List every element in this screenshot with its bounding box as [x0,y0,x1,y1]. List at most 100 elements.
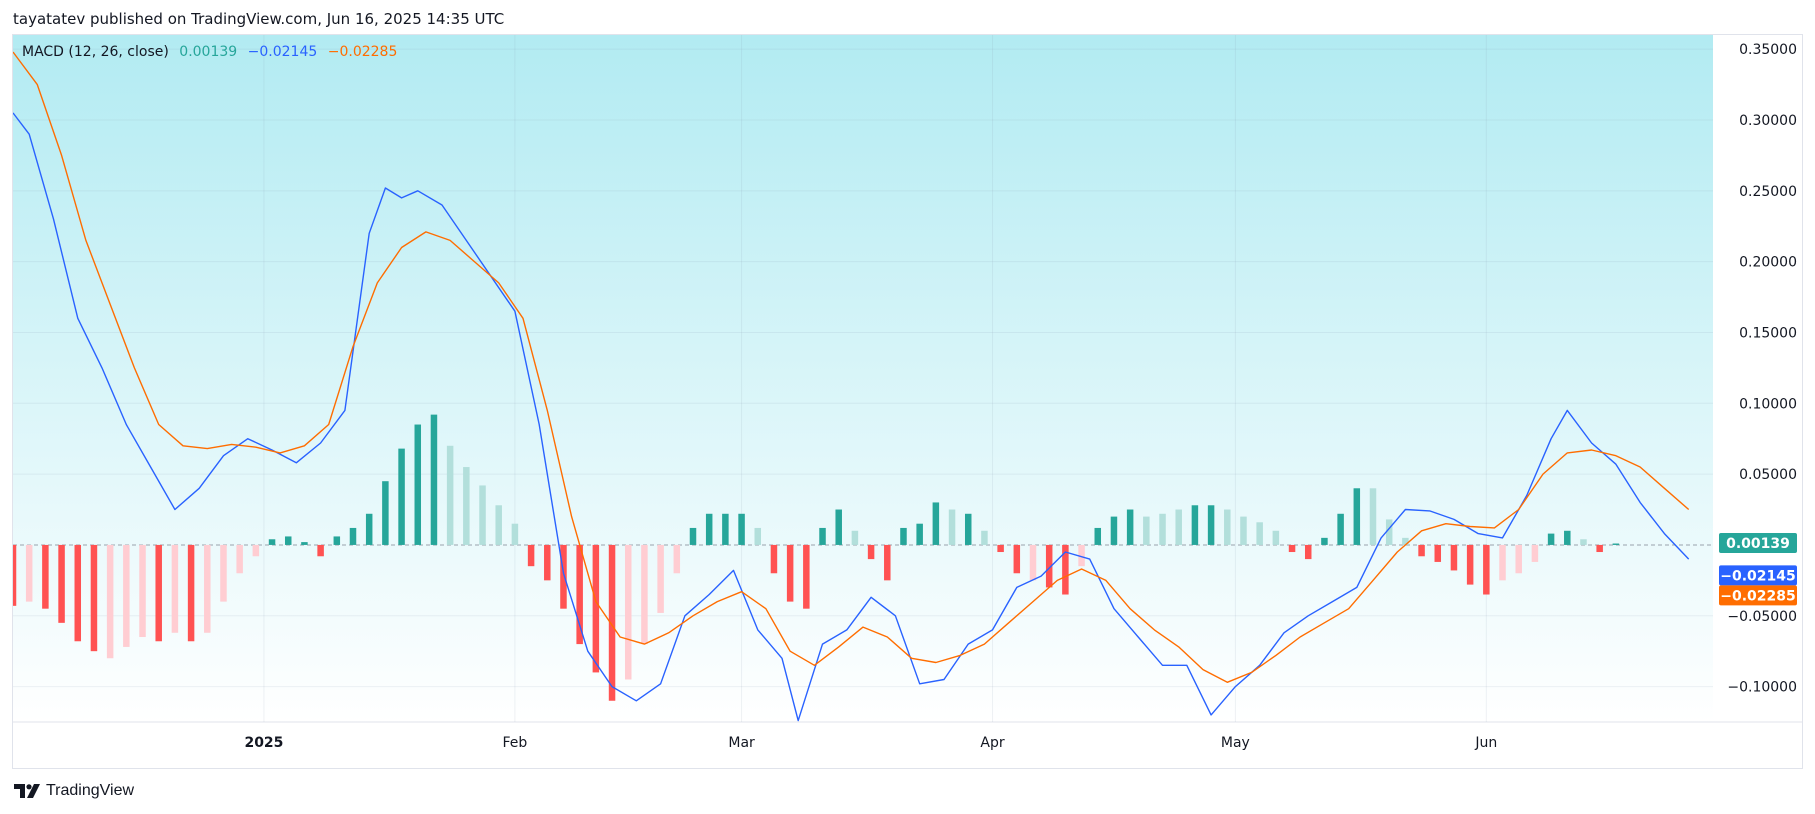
publish-header: tayatatev published on TradingView.com, … [13,10,505,28]
histogram-bar [867,544,875,560]
histogram-bar [301,542,308,545]
histogram-bar [916,523,923,545]
price-label-tag [1719,532,1797,553]
histogram-bar [738,513,745,545]
y-tick-label: −0.05000 [1727,609,1797,625]
histogram-bar [1094,527,1102,545]
time-axis-background [13,722,1802,768]
histogram-bar [705,513,713,545]
histogram-bar [1321,537,1328,545]
price-label-text: −0.02145 [1720,568,1796,584]
histogram-bar [187,544,195,642]
histogram-bar [1159,513,1166,545]
histogram-bar [819,527,826,545]
histogram-bar [1126,509,1134,545]
histogram-bar [1564,530,1571,545]
histogram-bar [576,544,583,645]
histogram-bar [1288,544,1296,553]
histogram-bar [932,502,940,545]
x-tick-label: 2025 [244,735,283,751]
indicator-name: MACD (12, 26, close) [22,44,169,60]
tradingview-footer[interactable]: TradingView [14,782,134,800]
histogram-value: 0.00139 [179,44,238,60]
tradingview-logo-icon [14,784,40,798]
histogram-bar [1240,516,1247,545]
series-line-macd [13,112,1690,722]
histogram-bar [722,513,729,545]
histogram-bar [1596,544,1603,553]
histogram-bar [1612,543,1620,545]
histogram-bar [1515,544,1522,574]
plot-background [13,35,1713,722]
histogram-bar [1013,544,1021,574]
histogram-bar [1029,544,1037,581]
histogram-bar [624,544,632,680]
histogram-bar [155,544,162,642]
histogram-bar [608,544,616,701]
histogram-bar [1256,522,1263,545]
histogram-bar [544,544,551,581]
price-label-text: −0.02285 [1720,588,1796,604]
macd-chart[interactable]: 0.35000 0.30000 0.25000 0.20000 0.15000 0.100… [12,34,1803,769]
histogram-bar [1304,544,1312,560]
histogram-bar [641,544,648,645]
histogram-bar [1175,509,1182,545]
x-tick-label: Apr [980,735,1004,751]
histogram-bar [1110,516,1118,545]
price-axis-background [1713,35,1802,768]
y-tick-label: 0.35000 [1739,42,1797,58]
histogram-bar [1369,488,1377,545]
histogram-bar [13,544,17,606]
chart-canvas[interactable]: 0.35000 0.30000 0.25000 0.20000 0.15000 0.100… [13,35,1802,768]
histogram-bar [495,505,502,545]
histogram-bar [1207,505,1215,545]
histogram-bar [964,513,972,545]
histogram-bar [511,523,519,545]
x-tick-label: May [1221,735,1250,751]
histogram-bar [770,544,778,574]
histogram-bar [1143,516,1150,545]
x-tick-label: Feb [503,735,528,751]
histogram-bar [430,414,438,545]
histogram-bar [123,544,130,647]
histogram-bar [463,467,470,545]
histogram-bar [42,544,49,609]
histogram-bar [803,544,810,609]
y-tick-label: 0.10000 [1739,396,1797,412]
price-label-tag [1719,585,1797,606]
histogram-bar [948,509,956,545]
histogram-bar [1547,533,1555,545]
histogram-bar [333,536,341,545]
histogram-bar [365,513,373,545]
histogram-bar [997,544,1004,553]
price-label-tag [1719,565,1797,586]
histogram-bar [1045,544,1053,588]
indicator-legend[interactable]: MACD (12, 26, close) 0.00139 −0.02145 −0… [22,44,403,60]
y-tick-label: 0.20000 [1739,255,1797,271]
signal-value: −0.02285 [327,44,398,60]
y-tick-label: 0.30000 [1739,113,1797,129]
y-tick-label: 0.15000 [1739,325,1797,341]
histogram-bar [446,445,454,545]
histogram-bar [786,544,794,602]
histogram-bar [851,530,859,545]
histogram-bar [74,544,82,642]
histogram-bar [268,539,276,545]
histogram-bar [220,544,227,602]
histogram-bar [1353,488,1361,545]
histogram-bar [835,509,842,545]
histogram-bar [1434,544,1442,562]
histogram-bar [139,544,146,638]
histogram-bar [1337,513,1344,545]
histogram-bar [58,544,65,623]
histogram-bar [1385,519,1393,545]
y-tick-label: 0.25000 [1739,184,1797,200]
histogram-bar [754,527,762,545]
histogram-bar [284,536,292,545]
tradingview-brand: TradingView [46,782,135,799]
macd-value: −0.02145 [247,44,318,60]
histogram-bar [1272,530,1280,545]
price-label-text: 0.00139 [1726,536,1790,552]
histogram-bar [1466,544,1474,585]
histogram-bar [1531,544,1539,562]
